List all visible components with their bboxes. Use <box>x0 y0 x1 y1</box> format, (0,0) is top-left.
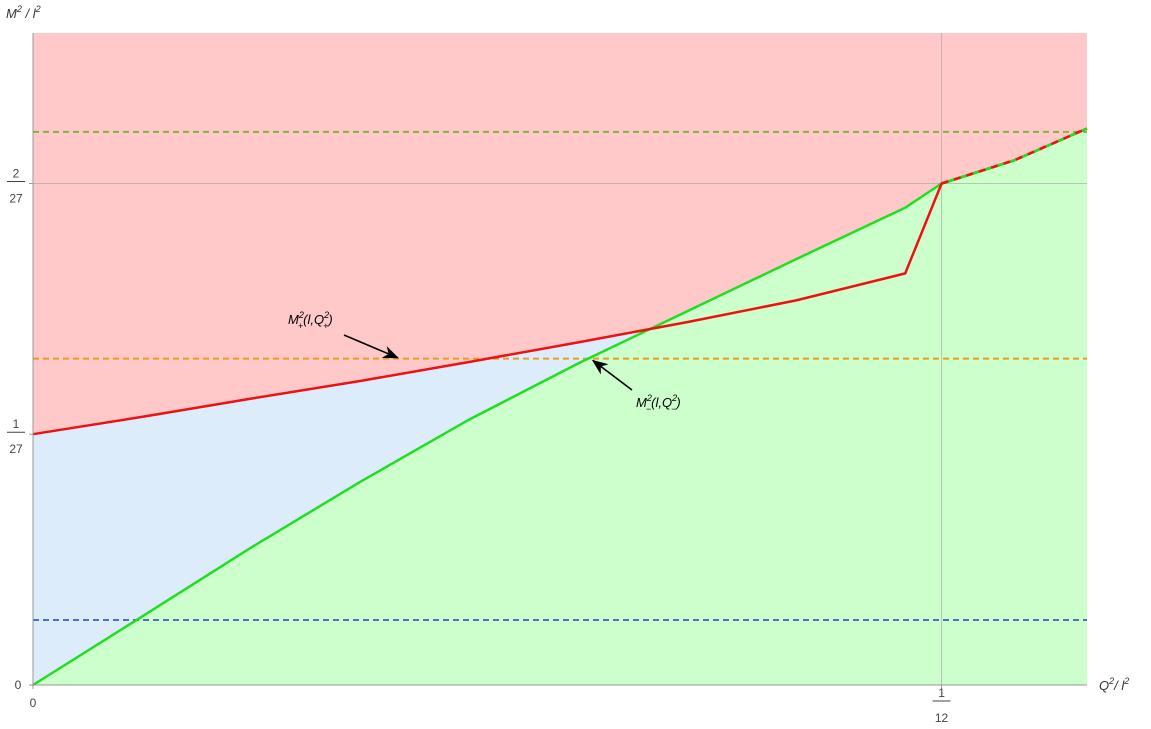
annotation-label-2-part: 2 <box>671 393 677 403</box>
annotation-label-2-part: ) <box>674 395 680 410</box>
y-tick-label-1-numerator: 1 <box>13 417 20 431</box>
y-tick-label-2-numerator: 2 <box>13 166 20 180</box>
x-tick-label-1-numerator: 1 <box>938 686 945 700</box>
annotation-arrow-2 <box>591 359 633 391</box>
annotation-label-1-part: Q <box>314 312 324 327</box>
annotation-label-2: M2 −(l,Q2 −) <box>636 393 681 414</box>
annotation-label-1-part: 2 <box>323 310 329 320</box>
x-tick-label-1-denominator: 12 <box>935 711 949 725</box>
annotation-label-1-part: (l, <box>303 312 314 327</box>
annotation-arrow-1 <box>343 334 399 359</box>
region-upper <box>33 33 1087 435</box>
y-axis-title: M2 / l2 <box>6 4 41 21</box>
annotation-label-2-part: 2 <box>646 393 652 403</box>
y-tick-label-1-denominator: 27 <box>9 442 23 456</box>
y-tick-label-2-denominator: 27 <box>9 191 23 205</box>
x-axis-title: Q2/ l2 <box>1099 676 1129 693</box>
annotation-label-2-part: − <box>646 404 651 414</box>
x-tick-label-0: 0 <box>30 696 37 710</box>
annotation-label-1-part: ) <box>326 312 332 327</box>
y-tick-label-0: 0 <box>15 678 22 692</box>
series-line-merged-green <box>941 127 1088 185</box>
annotation-label-2-part: M <box>636 395 647 410</box>
annotation-label-1-part: 2 <box>298 310 304 320</box>
annotation-label-2-part: − <box>671 404 676 414</box>
annotation-label-1: M2 +(l,Q2 +) <box>288 310 333 331</box>
annotation-label-2-part: Q <box>662 395 672 410</box>
annotation-label-1-part: + <box>323 321 328 331</box>
annotation-label-1-part: + <box>298 321 303 331</box>
annotation-label-2-part: (l, <box>651 395 662 410</box>
region-lower <box>33 128 1087 685</box>
annotation-label-1-part: M <box>288 312 299 327</box>
